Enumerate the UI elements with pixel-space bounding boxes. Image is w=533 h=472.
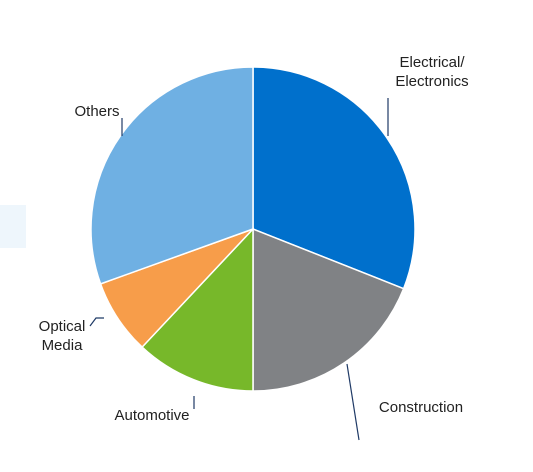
- slices: [90, 66, 416, 392]
- pie-slice: [252, 227, 405, 392]
- slice-label: Construction: [378, 399, 464, 416]
- pie-slice: [90, 66, 254, 285]
- pie-slice: [141, 227, 254, 392]
- slice-label: Electrical/ Electronics: [395, 54, 469, 90]
- slice-label: Others: [74, 103, 120, 120]
- leader-lines: [89, 98, 389, 441]
- leader-line: [346, 363, 360, 441]
- decor: [0, 205, 26, 248]
- slice-label: Automotive: [114, 407, 190, 424]
- pie-slice: [252, 66, 416, 290]
- slice-label: Optical Media: [38, 318, 86, 354]
- leader-line: [89, 317, 104, 327]
